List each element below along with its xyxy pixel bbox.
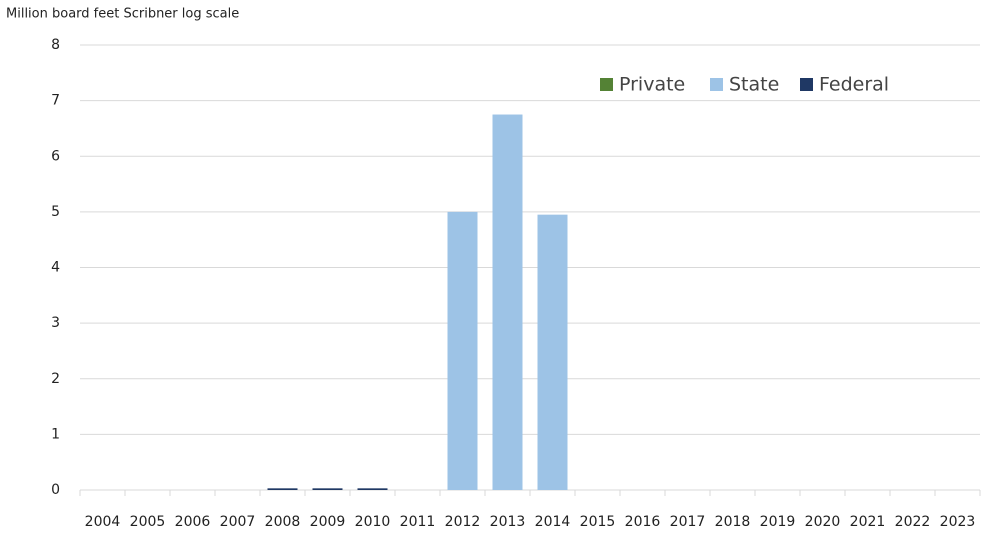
- x-tick-label: 2013: [490, 514, 526, 530]
- x-tick-label: 2016: [625, 514, 661, 530]
- y-tick-label: 0: [51, 482, 60, 498]
- bar: [312, 488, 343, 490]
- x-tick-label: 2005: [130, 514, 166, 530]
- legend-label: State: [729, 74, 779, 96]
- x-tick-label: 2012: [445, 514, 481, 530]
- x-tick-label: 2017: [670, 514, 706, 530]
- x-tick-label: 2007: [220, 514, 256, 530]
- bar: [357, 488, 388, 490]
- y-tick-label: 3: [51, 315, 60, 331]
- y-tick-label: 6: [51, 148, 60, 164]
- y-tick-label: 5: [51, 204, 60, 220]
- x-tick-label: 2004: [85, 514, 121, 530]
- legend-label: Private: [619, 74, 685, 96]
- y-tick-label: 7: [51, 93, 60, 109]
- legend-swatch: [710, 78, 723, 91]
- legend-swatch: [800, 78, 813, 91]
- x-tick-label: 2014: [535, 514, 571, 530]
- bar: [447, 211, 478, 490]
- y-tick-label: 8: [51, 37, 60, 53]
- bar: [492, 114, 523, 490]
- y-tick-label: 2: [51, 371, 60, 387]
- x-tick-label: 2021: [850, 514, 886, 530]
- x-tick-label: 2018: [715, 514, 751, 530]
- x-tick-label: 2023: [940, 514, 976, 530]
- y-tick-label: 1: [51, 426, 60, 442]
- x-tick-label: 2019: [760, 514, 796, 530]
- x-tick-label: 2015: [580, 514, 616, 530]
- legend-swatch: [600, 78, 613, 91]
- x-tick-label: 2011: [400, 514, 436, 530]
- x-tick-label: 2006: [175, 514, 211, 530]
- bar: [537, 214, 568, 490]
- y-tick-label: 4: [51, 260, 60, 276]
- x-tick-label: 2009: [310, 514, 346, 530]
- bar: [267, 488, 298, 490]
- x-tick-label: 2010: [355, 514, 391, 530]
- x-tick-label: 2020: [805, 514, 841, 530]
- legend-label: Federal: [819, 74, 889, 96]
- y-axis-label: Million board feet Scribner log scale: [6, 7, 239, 22]
- x-tick-label: 2008: [265, 514, 301, 530]
- x-tick-label: 2022: [895, 514, 931, 530]
